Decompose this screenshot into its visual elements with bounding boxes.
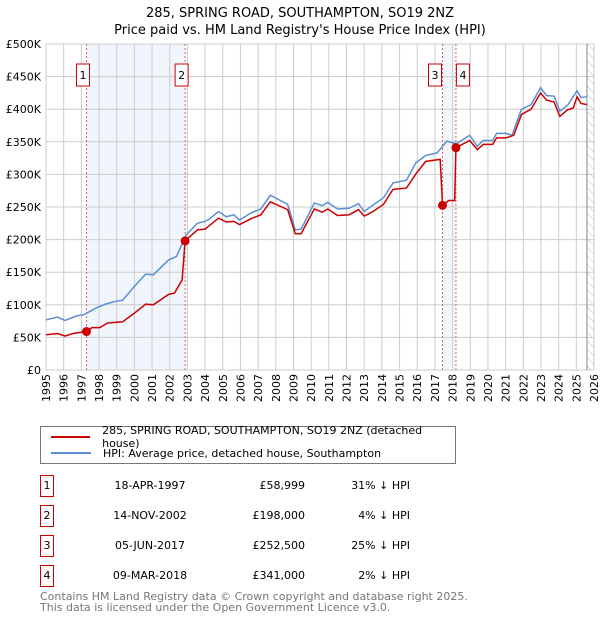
y-tick-label: £450K bbox=[6, 71, 42, 84]
sale-number: 3 bbox=[40, 535, 54, 557]
x-tick-label: 2013 bbox=[358, 374, 371, 402]
x-tick-label: 2018 bbox=[447, 374, 460, 402]
sale-hpi: 2% ↓ HPI bbox=[358, 569, 410, 582]
x-tick-label: 2025 bbox=[570, 374, 583, 402]
x-tick-label: 2022 bbox=[517, 374, 530, 402]
sale-number: 2 bbox=[40, 505, 54, 527]
sale-marker-box bbox=[455, 63, 470, 87]
sale-number: 1 bbox=[40, 475, 54, 497]
x-tick-label: 2008 bbox=[270, 374, 283, 402]
sale-number: 4 bbox=[40, 565, 54, 587]
sale-marker-label: 3 bbox=[432, 69, 439, 82]
footer-copyright: Contains HM Land Registry data © Crown c… bbox=[40, 590, 468, 603]
x-tick-label: 2021 bbox=[500, 374, 513, 402]
legend: 285, SPRING ROAD, SOUTHAMPTON, SO19 2NZ … bbox=[40, 424, 456, 464]
x-tick-label: 2016 bbox=[411, 374, 424, 402]
x-tick-label: 1995 bbox=[40, 374, 53, 402]
sale-date: 14-NOV-2002 bbox=[113, 509, 187, 522]
x-tick-label: 2001 bbox=[146, 374, 159, 402]
sale-marker-label: 1 bbox=[79, 69, 86, 82]
sale-marker-box bbox=[75, 63, 90, 87]
x-tick-label: 2020 bbox=[482, 374, 495, 402]
sale-hpi: 31% ↓ HPI bbox=[351, 479, 410, 492]
sale-date: 09-MAR-2018 bbox=[112, 569, 188, 582]
sale-point bbox=[180, 236, 190, 246]
sale-marker-label: 4 bbox=[459, 69, 466, 82]
sale-marker-box bbox=[174, 63, 189, 87]
x-tick-label: 1999 bbox=[111, 374, 124, 402]
sale-row: 1 18-APR-1997 £58,999 31% ↓ HPI bbox=[40, 475, 440, 499]
legend-item-hpi: HPI: Average price, detached house, Sout… bbox=[51, 445, 381, 461]
sale-price: £341,000 bbox=[252, 569, 306, 582]
x-tick-label: 2009 bbox=[287, 374, 300, 402]
sale-point bbox=[451, 143, 461, 153]
price-chart: 1995 1996 1997 1998 1999 2000 2001 2002 2003 2004… bbox=[6, 38, 600, 402]
chart-subtitle: Price paid vs. HM Land Registry's House … bbox=[114, 23, 486, 38]
x-tick-label: 1998 bbox=[93, 374, 106, 402]
y-tick-label: £150K bbox=[6, 266, 42, 279]
sale-price: £252,500 bbox=[252, 539, 306, 552]
sale-marker-label: 2 bbox=[178, 69, 185, 82]
x-tick-label: 2003 bbox=[181, 374, 194, 402]
sale-date: 05-JUN-2017 bbox=[114, 539, 186, 552]
x-tick-label: 2005 bbox=[217, 374, 230, 402]
sale-hpi: 25% ↓ HPI bbox=[351, 539, 410, 552]
x-tick-label: 2010 bbox=[305, 374, 318, 402]
x-tick-label: 2024 bbox=[553, 374, 566, 402]
x-tick-label: 2002 bbox=[164, 374, 177, 402]
legend-label: 285, SPRING ROAD, SOUTHAMPTON, SO19 2NZ … bbox=[102, 424, 423, 450]
sale-hpi: 4% ↓ HPI bbox=[358, 509, 410, 522]
x-tick-label: 2014 bbox=[376, 374, 389, 402]
sale-row: 3 05-JUN-2017 £252,500 25% ↓ HPI bbox=[40, 535, 440, 559]
legend-item-property: 285, SPRING ROAD, SOUTHAMPTON, SO19 2NZ … bbox=[51, 424, 455, 450]
y-tick-label: £350K bbox=[6, 136, 42, 149]
y-tick-label: £50K bbox=[13, 331, 42, 344]
y-tick-label: £200K bbox=[6, 234, 42, 247]
chart-title: 285, SPRING ROAD, SOUTHAMPTON, SO19 2NZ bbox=[145, 6, 455, 21]
sale-price: £198,000 bbox=[252, 509, 306, 522]
sale-point bbox=[81, 327, 91, 337]
sale-marker-box bbox=[428, 63, 443, 87]
y-tick-label: £100K bbox=[6, 299, 42, 312]
x-tick-label: 2019 bbox=[464, 374, 477, 402]
x-tick-label: 2011 bbox=[323, 374, 336, 402]
x-tick-label: 2017 bbox=[429, 374, 442, 402]
legend-label: HPI: Average price, detached house, Sout… bbox=[103, 446, 382, 460]
x-tick-label: 1996 bbox=[58, 374, 71, 402]
y-tick-label: £400K bbox=[6, 103, 42, 116]
x-tick-label: 2006 bbox=[234, 374, 247, 402]
sale-date: 18-APR-1997 bbox=[114, 479, 186, 492]
x-tick-label: 2007 bbox=[252, 374, 265, 402]
footer-licence: This data is licensed under the Open Gov… bbox=[40, 601, 391, 614]
x-tick-label: 2000 bbox=[128, 374, 141, 402]
y-tick-label: £250K bbox=[6, 201, 42, 214]
sale-row: 4 09-MAR-2018 £341,000 2% ↓ HPI bbox=[40, 565, 440, 589]
y-tick-label: £0 bbox=[27, 364, 41, 377]
x-tick-label: 2026 bbox=[588, 374, 600, 402]
price-paid-line bbox=[45, 91, 587, 337]
y-tick-label: £500K bbox=[6, 38, 42, 51]
x-tick-label: 1997 bbox=[75, 374, 88, 402]
sale-row: 2 14-NOV-2002 £198,000 4% ↓ HPI bbox=[40, 505, 440, 529]
x-tick-label: 2023 bbox=[535, 374, 548, 402]
y-tick-label: £300K bbox=[6, 168, 42, 181]
sale-point bbox=[438, 200, 448, 210]
x-tick-label: 2015 bbox=[394, 374, 407, 402]
x-tick-label: 2004 bbox=[199, 374, 212, 402]
sale-price: £58,999 bbox=[259, 479, 306, 492]
x-tick-label: 2012 bbox=[341, 374, 354, 402]
